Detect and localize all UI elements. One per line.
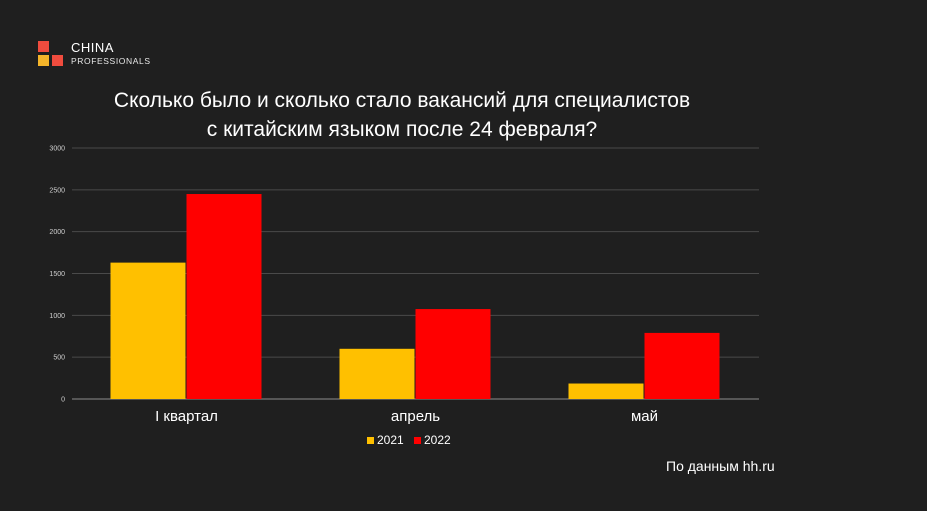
bar-2022-0 (186, 194, 262, 399)
y-tick-label: 2000 (49, 229, 65, 236)
y-tick-label: 3000 (49, 146, 65, 153)
chart-title: Сколько было и сколько стало вакансий дл… (0, 86, 804, 144)
bar-2022-2 (644, 332, 720, 399)
y-tick-label: 2500 (49, 187, 65, 194)
y-tick-label: 1000 (49, 313, 65, 320)
y-tick-label: 500 (53, 355, 65, 362)
logo-square-red (38, 41, 49, 52)
bar-2021-0 (110, 262, 186, 399)
logo: CHINA PROFESSIONALS (38, 41, 151, 67)
y-tick-label: 0 (61, 397, 65, 404)
logo-name: CHINA (71, 40, 114, 55)
source-note: По данным hh.ru (666, 458, 775, 474)
logo-mark-icon (38, 41, 66, 67)
bar-2022-1 (415, 309, 491, 399)
x-category-label: I квартал (155, 408, 218, 425)
bar-2021-1 (339, 348, 415, 399)
chart-title-line-1: Сколько было и сколько стало вакансий дл… (113, 89, 691, 112)
chart-title-line-2: с китайским языком после 24 февраля? (206, 118, 598, 141)
legend-swatch-2021 (367, 437, 374, 444)
logo-square-red-2 (52, 55, 63, 66)
legend-label-2021: 2021 (377, 433, 404, 447)
x-category-label: май (631, 408, 658, 425)
legend-swatch-2022 (414, 437, 421, 444)
x-category-label: апрель (391, 408, 440, 425)
logo-subtitle: PROFESSIONALS (71, 56, 151, 66)
logo-square-yellow (38, 55, 49, 66)
y-tick-label: 1500 (49, 271, 65, 278)
legend-label-2022: 2022 (424, 433, 451, 447)
bar-2021-2 (568, 383, 644, 399)
